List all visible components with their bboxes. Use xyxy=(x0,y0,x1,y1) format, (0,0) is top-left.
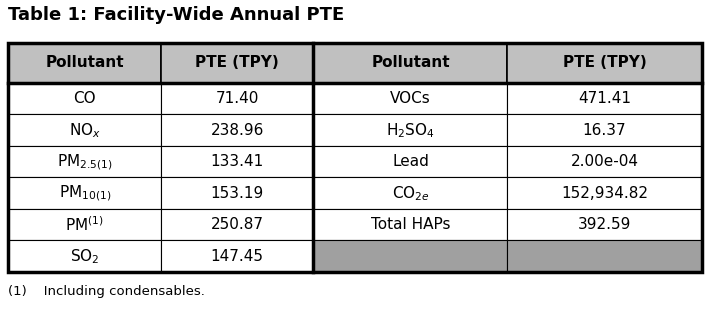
Bar xyxy=(9,43,161,83)
Text: 392.59: 392.59 xyxy=(578,217,631,232)
Bar xyxy=(313,178,508,209)
Bar xyxy=(9,114,161,146)
Bar xyxy=(9,146,161,178)
Text: 153.19: 153.19 xyxy=(211,186,264,201)
Bar xyxy=(161,209,313,240)
Bar xyxy=(9,209,161,240)
Bar xyxy=(508,178,701,209)
Bar xyxy=(313,83,508,114)
Text: 152,934.82: 152,934.82 xyxy=(561,186,648,201)
Bar xyxy=(161,83,313,114)
Text: PM$^{(1)}$: PM$^{(1)}$ xyxy=(65,215,104,234)
Text: 16.37: 16.37 xyxy=(583,123,626,138)
Bar xyxy=(161,240,313,272)
Bar xyxy=(9,240,161,272)
Text: (1)    Including condensables.: (1) Including condensables. xyxy=(9,285,205,298)
Text: PTE (TPY): PTE (TPY) xyxy=(195,55,279,70)
Text: Table 1: Facility-Wide Annual PTE: Table 1: Facility-Wide Annual PTE xyxy=(9,6,345,24)
Text: 471.41: 471.41 xyxy=(578,91,631,106)
Bar xyxy=(161,178,313,209)
Bar xyxy=(313,114,508,146)
Text: PM$_{2.5(1)}$: PM$_{2.5(1)}$ xyxy=(57,152,113,172)
Bar xyxy=(313,146,508,178)
Text: CO$_{2e}$: CO$_{2e}$ xyxy=(392,184,430,202)
Text: Pollutant: Pollutant xyxy=(45,55,124,70)
Bar xyxy=(9,43,701,272)
Text: NO$_x$: NO$_x$ xyxy=(69,121,101,140)
Bar xyxy=(9,178,161,209)
Bar xyxy=(313,240,508,272)
Text: CO: CO xyxy=(73,91,96,106)
Bar xyxy=(161,114,313,146)
Bar xyxy=(508,114,701,146)
Text: 250.87: 250.87 xyxy=(211,217,263,232)
Bar xyxy=(313,43,508,83)
Text: PTE (TPY): PTE (TPY) xyxy=(562,55,646,70)
Text: 238.96: 238.96 xyxy=(210,123,264,138)
Text: 147.45: 147.45 xyxy=(211,249,263,264)
Bar xyxy=(508,240,701,272)
Bar xyxy=(9,83,161,114)
Text: Total HAPs: Total HAPs xyxy=(371,217,450,232)
Text: 2.00e-04: 2.00e-04 xyxy=(571,154,638,169)
Bar xyxy=(508,83,701,114)
Text: 71.40: 71.40 xyxy=(216,91,259,106)
Text: PM$_{10(1)}$: PM$_{10(1)}$ xyxy=(58,183,111,203)
Bar xyxy=(161,146,313,178)
Text: Lead: Lead xyxy=(392,154,429,169)
Text: H$_2$SO$_4$: H$_2$SO$_4$ xyxy=(386,121,435,140)
Text: 133.41: 133.41 xyxy=(211,154,264,169)
Bar xyxy=(508,146,701,178)
Text: SO$_2$: SO$_2$ xyxy=(70,247,99,266)
Bar xyxy=(161,43,313,83)
Bar xyxy=(508,209,701,240)
Bar xyxy=(313,209,508,240)
Bar xyxy=(508,43,701,83)
Text: VOCs: VOCs xyxy=(390,91,431,106)
Text: Pollutant: Pollutant xyxy=(371,55,449,70)
